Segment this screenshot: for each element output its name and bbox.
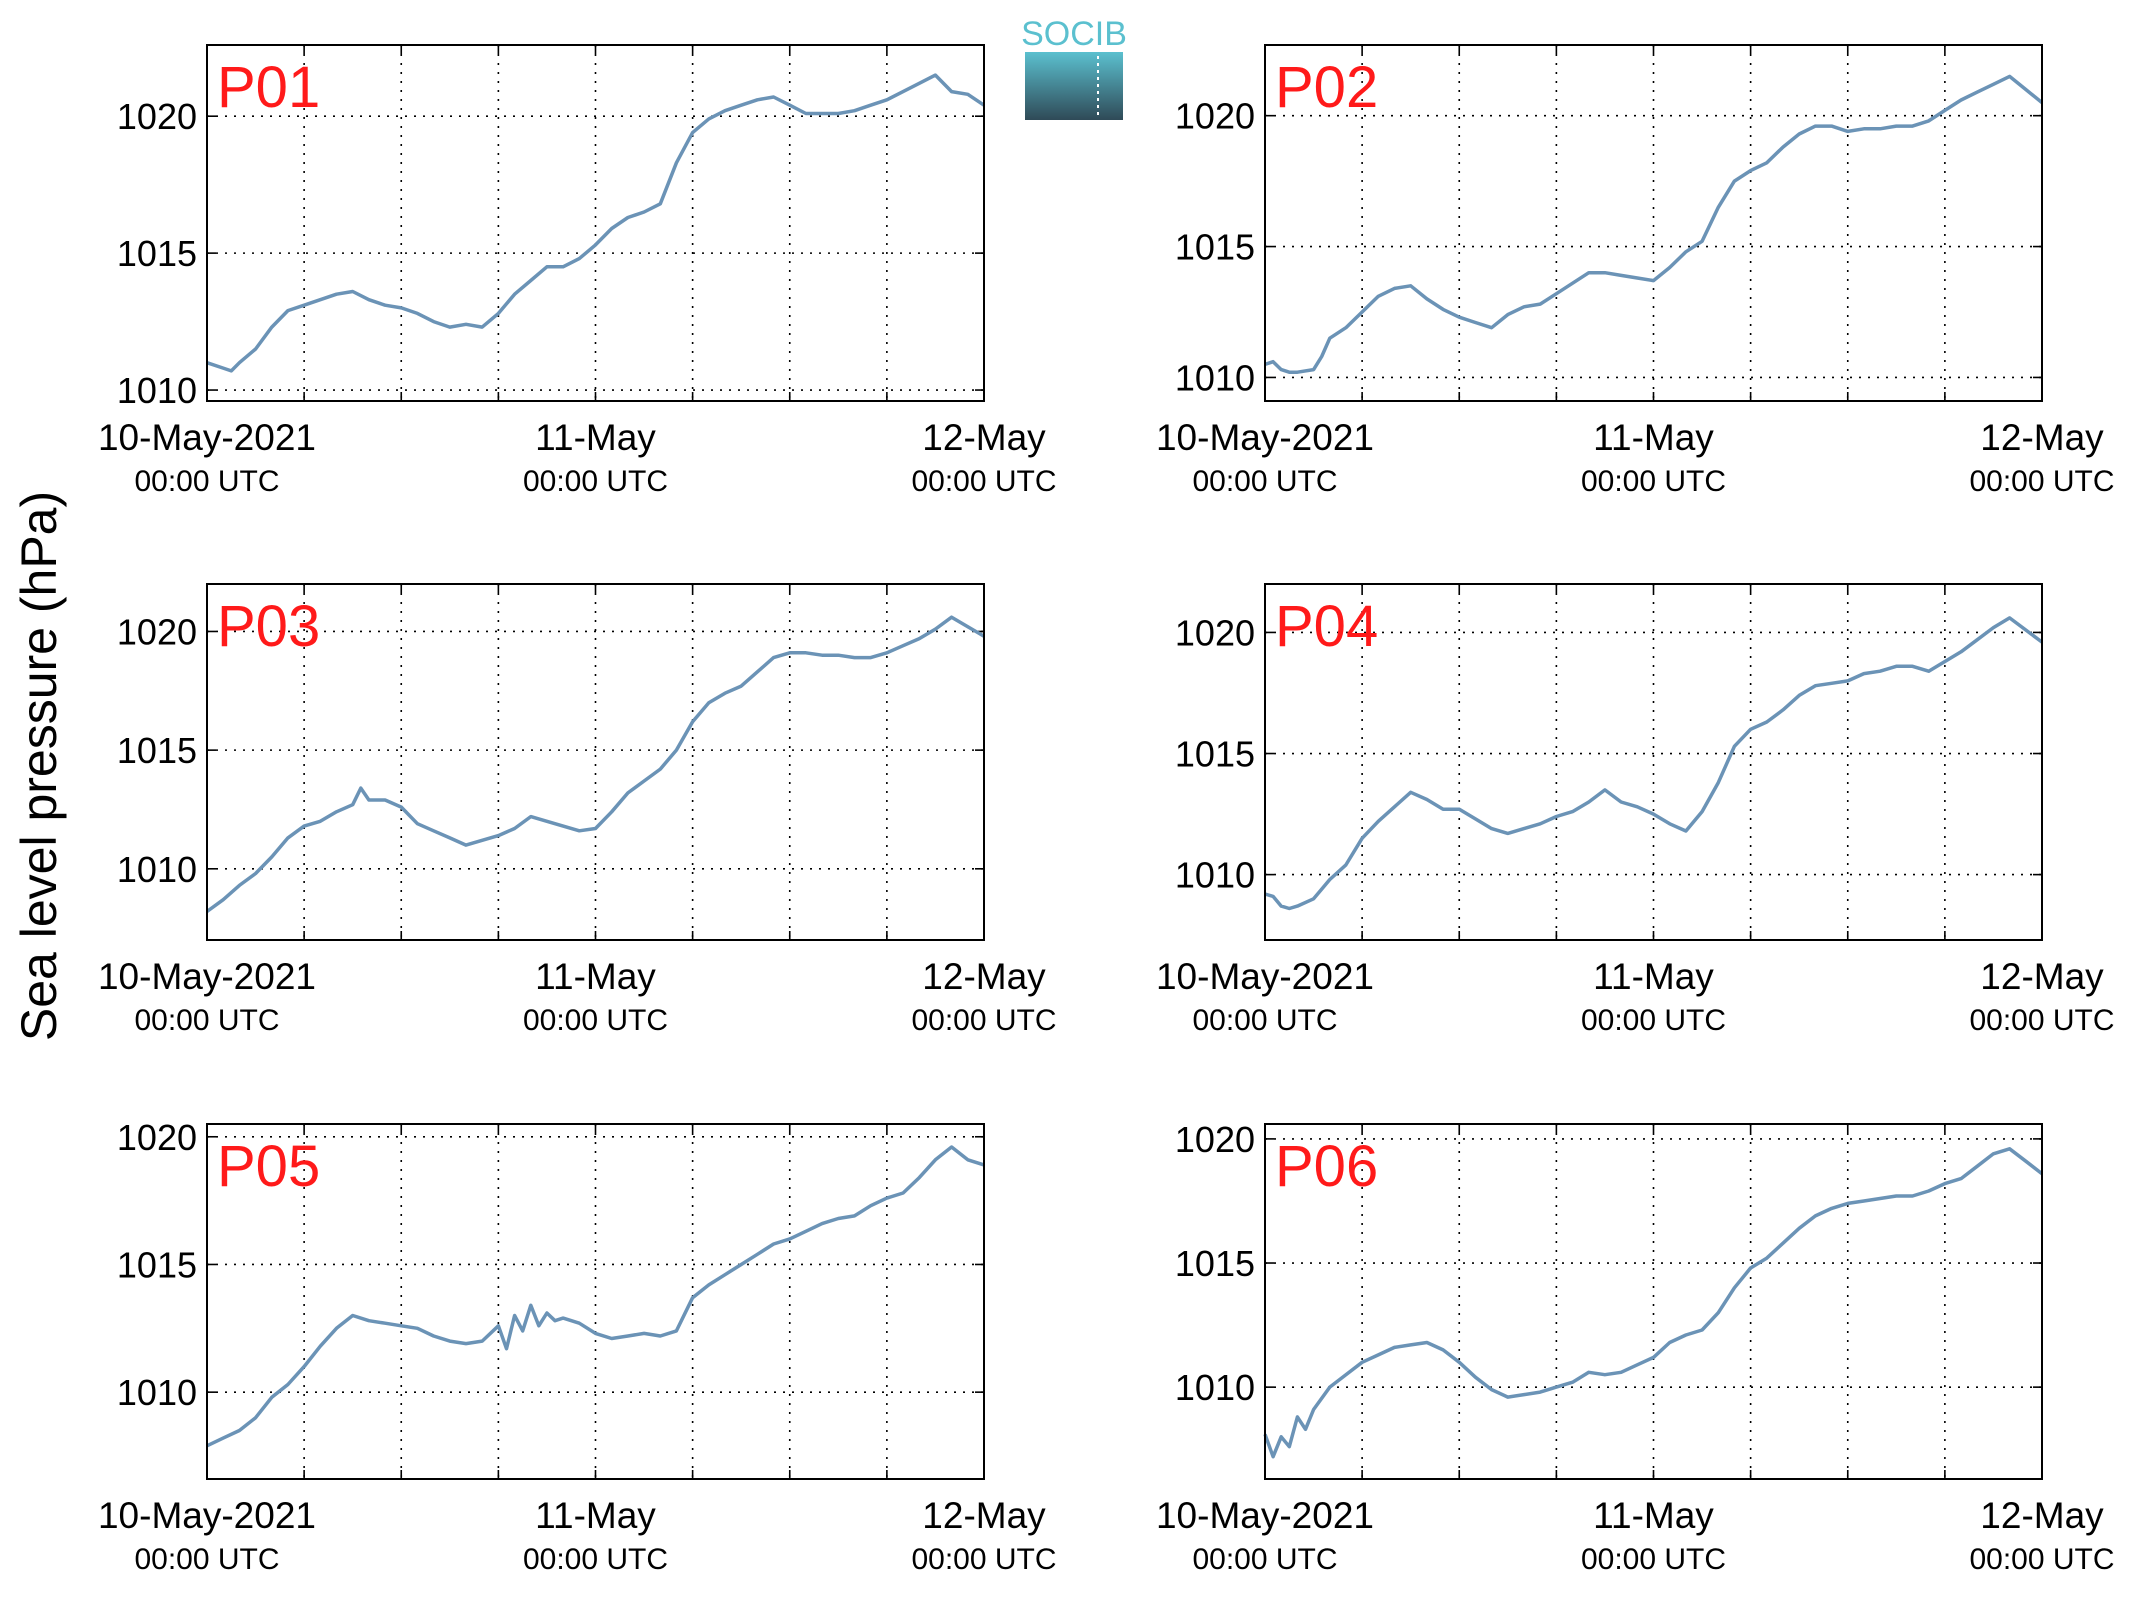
x-tick-label-time: 00:00 UTC [1192, 465, 1337, 498]
y-tick-label: 1020 [1175, 612, 1255, 653]
axes-frame [206, 583, 985, 941]
logo-gradient-block [1025, 52, 1123, 120]
panel-p06: 1010 1015 1020 P06 10-May-2021 00:00 UTC 11-Ma… [1156, 1119, 2115, 1576]
x-tick-label-date: 11-May [535, 956, 656, 997]
x-tick-label-date: 12-May [922, 417, 1046, 458]
panel-p04: 1010 1015 1020 P04 10-May-2021 00:00 UTC 11-Ma… [1156, 583, 2115, 1037]
y-tick-label: 1010 [1175, 1367, 1255, 1408]
panel-label: P03 [217, 594, 320, 659]
axes-frame [1264, 583, 2043, 941]
y-tick-label: 1010 [1175, 855, 1255, 896]
y-tick-label: 1010 [117, 370, 197, 411]
x-tick-label-time: 00:00 UTC [134, 1543, 279, 1576]
series-line-p02 [1264, 74, 2044, 374]
panel-label: P01 [217, 55, 320, 120]
x-tick-label-time: 00:00 UTC [1969, 1004, 2114, 1037]
x-tick-label-time: 00:00 UTC [1969, 465, 2114, 498]
x-tick-label-time: 00:00 UTC [1192, 1004, 1337, 1037]
y-tick-label: 1010 [117, 1372, 197, 1413]
panel-label: P04 [1275, 594, 1378, 659]
series-line-p06 [1263, 1147, 2044, 1459]
y-tick-label: 1020 [117, 611, 197, 652]
y-tick-label: 1015 [117, 730, 197, 771]
y-tick-label: 1015 [117, 233, 197, 274]
x-tick-label-time: 00:00 UTC [134, 1004, 279, 1037]
x-tick-label-time: 00:00 UTC [1969, 1543, 2114, 1576]
x-tick-label-time: 00:00 UTC [1581, 465, 1726, 498]
x-tick-label-date: 12-May [922, 1495, 1046, 1536]
x-tick-label-time: 00:00 UTC [134, 465, 279, 498]
x-tick-label-date: 12-May [1980, 1495, 2104, 1536]
y-axis-label: Sea level pressure (hPa) [11, 491, 67, 1041]
x-tick-label-date: 12-May [1980, 956, 2104, 997]
y-tick-label: 1020 [117, 1117, 197, 1158]
x-tick-label-time: 00:00 UTC [1192, 1543, 1337, 1576]
x-tick-label-date: 11-May [1593, 417, 1714, 458]
axes-frame [206, 44, 985, 402]
panel-p03: 1010 1015 1020 P03 10-May-2021 00:00 UTC 11-Ma… [98, 583, 1057, 1037]
axes-frame [1264, 44, 2043, 402]
axes-frame [206, 1123, 985, 1480]
x-tick-label-date: 10-May-2021 [98, 1495, 316, 1536]
y-tick-label: 1010 [1175, 357, 1255, 398]
y-tick-label: 1010 [117, 849, 197, 890]
panel-p05: 1010 1015 1020 P05 10-May-2021 00:00 UTC 11-Ma… [98, 1117, 1057, 1576]
y-tick-label: 1015 [1175, 227, 1255, 268]
x-tick-label-date: 11-May [1593, 1495, 1714, 1536]
x-tick-label-time: 00:00 UTC [523, 465, 668, 498]
x-tick-label-date: 12-May [922, 956, 1046, 997]
x-tick-label-time: 00:00 UTC [523, 1543, 668, 1576]
y-tick-label: 1020 [1175, 96, 1255, 137]
series-line-p05 [206, 1145, 985, 1448]
panel-p02: 1010 1015 1020 P02 10-May-2021 00:00 UTC 11-Ma… [1156, 44, 2115, 498]
x-tick-label-date: 10-May-2021 [1156, 417, 1374, 458]
x-tick-label-time: 00:00 UTC [1581, 1543, 1726, 1576]
x-tick-label-time: 00:00 UTC [911, 1004, 1056, 1037]
x-tick-label-time: 00:00 UTC [523, 1004, 668, 1037]
panel-label: P05 [217, 1134, 320, 1199]
x-tick-label-date: 10-May-2021 [98, 956, 316, 997]
series-line-p04 [1264, 616, 2044, 911]
panel-label: P06 [1275, 1134, 1378, 1199]
x-tick-label-time: 00:00 UTC [911, 1543, 1056, 1576]
y-tick-label: 1020 [117, 96, 197, 137]
x-tick-label-date: 10-May-2021 [1156, 1495, 1374, 1536]
y-tick-label: 1015 [117, 1244, 197, 1285]
panels: 1010 1015 1020 P01 10-May-2021 00:00 UTC 11-Ma… [98, 44, 2115, 1576]
socib-logo: SOCIB [1021, 15, 1127, 120]
series-line-p03 [205, 615, 985, 913]
y-tick-label: 1015 [1175, 734, 1255, 775]
x-tick-label-time: 00:00 UTC [911, 465, 1056, 498]
x-tick-label-time: 00:00 UTC [1581, 1004, 1726, 1037]
series-line-p01 [206, 73, 985, 373]
x-tick-label-date: 11-May [535, 1495, 656, 1536]
y-tick-label: 1020 [1175, 1119, 1255, 1160]
y-tick-label: 1015 [1175, 1243, 1255, 1284]
x-tick-label-date: 12-May [1980, 417, 2104, 458]
logo-text: SOCIB [1021, 15, 1127, 53]
panel-label: P02 [1275, 55, 1378, 120]
panel-p01: 1010 1015 1020 P01 10-May-2021 00:00 UTC 11-Ma… [98, 44, 1057, 498]
x-tick-label-date: 10-May-2021 [98, 417, 316, 458]
x-tick-label-date: 11-May [535, 417, 656, 458]
x-tick-label-date: 11-May [1593, 956, 1714, 997]
x-tick-label-date: 10-May-2021 [1156, 956, 1374, 997]
axes-frame [1264, 1123, 2043, 1480]
